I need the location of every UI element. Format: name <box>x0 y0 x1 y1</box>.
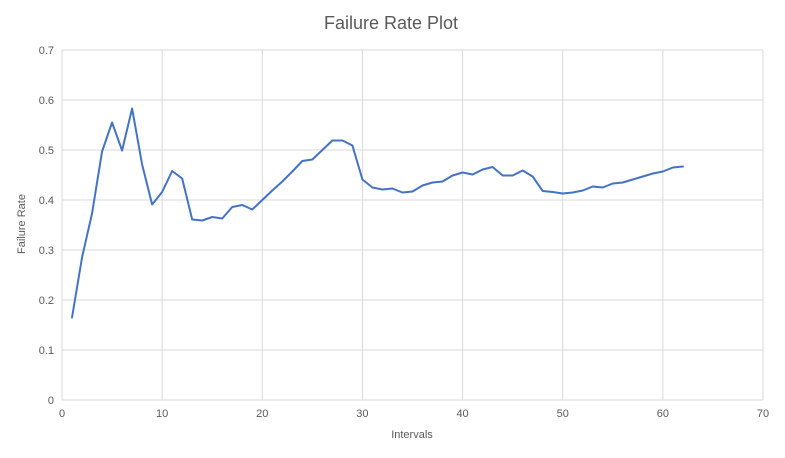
x-tick-label: 10 <box>156 408 168 420</box>
x-tick-label: 20 <box>256 408 268 420</box>
tick-labels: 0 0.1 0.2 0.3 0.4 0.5 0.6 0.7 0 10 20 30 40 50 60 70 <box>39 45 769 420</box>
x-tick-label: 30 <box>356 408 368 420</box>
y-tick-label: 0 <box>48 395 54 407</box>
y-tick-label: 0.6 <box>39 95 54 107</box>
y-tick-label: 0.7 <box>39 45 54 57</box>
x-tick-label: 40 <box>456 408 468 420</box>
gridlines <box>61 49 764 401</box>
x-tick-label: 60 <box>657 408 669 420</box>
chart-title: Failure Rate Plot <box>324 13 458 33</box>
series-lines <box>71 107 684 319</box>
x-tick-label: 0 <box>59 408 65 420</box>
y-tick-label: 0.4 <box>39 195 54 207</box>
x-axis-title: Intervals <box>391 429 433 441</box>
failure-rate-line <box>71 107 684 319</box>
y-tick-label: 0.2 <box>39 295 54 307</box>
y-tick-label: 0.5 <box>39 145 54 157</box>
y-axis-title: Failure Rate <box>16 194 28 254</box>
x-tick-label: 70 <box>757 408 769 420</box>
y-tick-label: 0.3 <box>39 245 54 257</box>
y-tick-label: 0.1 <box>39 345 54 357</box>
x-tick-label: 50 <box>557 408 569 420</box>
